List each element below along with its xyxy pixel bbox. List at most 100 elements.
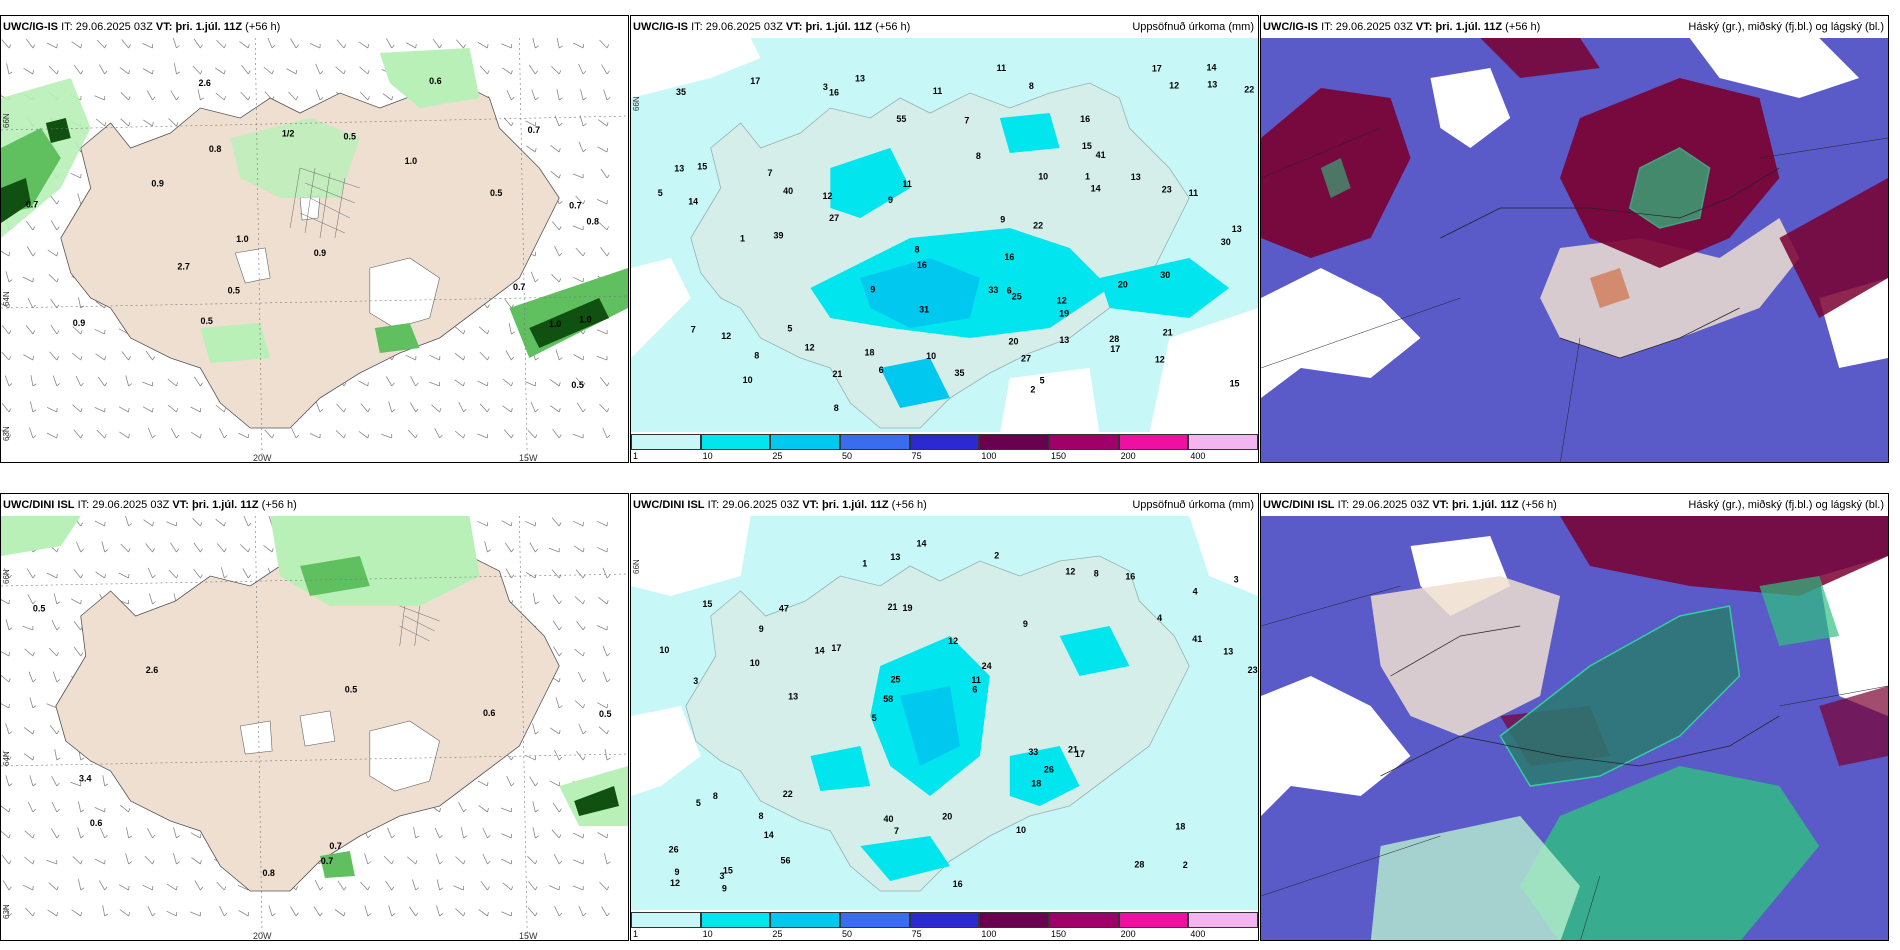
lat-label-64n: 64N bbox=[2, 751, 11, 766]
wind-barb bbox=[548, 547, 560, 553]
wind-barb bbox=[263, 66, 274, 75]
wind-barb bbox=[77, 827, 85, 839]
wind-barb bbox=[72, 856, 83, 865]
value-label: 14 bbox=[1091, 184, 1101, 194]
colorbar-tick: 200 bbox=[1120, 929, 1136, 939]
wind-barb bbox=[315, 89, 324, 101]
wind-barb bbox=[525, 754, 536, 761]
wind-barb bbox=[170, 542, 180, 553]
value-label: 13 bbox=[1059, 335, 1069, 345]
precip-bands bbox=[810, 626, 1130, 881]
value-label: 2 bbox=[1183, 860, 1188, 870]
hatch-region bbox=[399, 605, 440, 647]
wind-barb bbox=[551, 274, 562, 283]
wind-barb bbox=[126, 827, 133, 839]
value-label: 8 bbox=[976, 151, 981, 161]
value-label: 1/2 bbox=[282, 128, 294, 138]
wind-barb bbox=[600, 246, 610, 257]
value-label: 0.7 bbox=[321, 856, 333, 866]
value-label: 8 bbox=[914, 245, 919, 255]
value-label: 41 bbox=[1192, 634, 1202, 644]
wind-barb bbox=[76, 541, 84, 553]
wind-barb bbox=[52, 671, 61, 683]
value-label: 13 bbox=[890, 552, 900, 562]
value-label: 2 bbox=[994, 551, 999, 561]
value-label: 26 bbox=[669, 845, 679, 855]
wind-barb bbox=[23, 727, 35, 735]
wind-barb bbox=[550, 405, 561, 413]
wind-barb bbox=[502, 882, 514, 891]
lat-label-66n: 66N bbox=[632, 559, 641, 574]
colorbar-swatch bbox=[770, 912, 840, 928]
value-label: 14 bbox=[764, 830, 774, 840]
init-time: 29.06.2025 03Z bbox=[92, 499, 170, 511]
value-label: 8 bbox=[1094, 568, 1099, 578]
panel-header: UWC/IG-IS IT: 29.06.2025 03Z VT: þri. 1.… bbox=[631, 16, 1258, 38]
wind-barb bbox=[73, 569, 84, 579]
lead-time: (+56 h) bbox=[891, 499, 927, 511]
value-label: 33 bbox=[1028, 747, 1038, 757]
colorbar-tick: 400 bbox=[1190, 451, 1206, 461]
wind-barb bbox=[27, 801, 36, 813]
precip-accum-map: 2345915211281726141924171513233341584025… bbox=[631, 516, 1258, 912]
wind-barb bbox=[125, 853, 133, 865]
wind-barb bbox=[549, 780, 561, 787]
wind-barb bbox=[553, 854, 563, 865]
wind-barb bbox=[407, 429, 418, 439]
wind-barb bbox=[576, 751, 586, 761]
wind-barb bbox=[597, 520, 608, 527]
value-label: 16 bbox=[829, 87, 839, 97]
value-label: 55 bbox=[896, 114, 906, 124]
wind-barb bbox=[78, 879, 85, 891]
value-label: 0.7 bbox=[528, 125, 540, 135]
wind-barb bbox=[142, 884, 154, 891]
wind-barb bbox=[597, 546, 608, 553]
value-label: 1.0 bbox=[549, 319, 561, 329]
wind-barb bbox=[173, 827, 180, 839]
value-label: 0.5 bbox=[490, 188, 502, 198]
wind-barb bbox=[599, 881, 610, 891]
wind-barb bbox=[360, 403, 371, 413]
value-label: 2.6 bbox=[198, 78, 210, 88]
colorbar-tick: 150 bbox=[1051, 451, 1067, 461]
wind-barb bbox=[556, 89, 563, 101]
wind-barb bbox=[525, 120, 537, 127]
value-label: 5 bbox=[872, 713, 877, 723]
value-label: 11 bbox=[971, 675, 980, 685]
value-label: 8 bbox=[754, 350, 759, 360]
value-label: 3 bbox=[693, 676, 698, 686]
wind-barb bbox=[29, 775, 37, 787]
colorbar-swatch bbox=[700, 434, 771, 450]
value-label: 35 bbox=[954, 368, 964, 378]
colorbar-tick: 1 bbox=[633, 451, 639, 461]
wind-barb bbox=[144, 855, 155, 865]
glacier bbox=[239, 720, 273, 755]
wind-barb bbox=[477, 42, 489, 49]
value-label: 5 bbox=[696, 798, 701, 808]
value-label: 11 bbox=[997, 63, 1006, 73]
wind-barb bbox=[94, 328, 106, 335]
value-label: 0.5 bbox=[571, 380, 583, 390]
wind-barb bbox=[50, 220, 60, 231]
wind-barb bbox=[4, 905, 13, 917]
wind-barb bbox=[453, 885, 465, 891]
colorbar-swatch bbox=[840, 912, 910, 928]
wind-barb bbox=[27, 594, 36, 605]
wind-barb bbox=[359, 66, 370, 75]
wind-barb bbox=[3, 567, 12, 579]
wind-barb bbox=[335, 430, 346, 439]
wind-barb bbox=[48, 647, 59, 657]
colorbar-tick: 50 bbox=[842, 451, 853, 461]
lead-time: (+56 h) bbox=[261, 499, 297, 511]
wind-barb bbox=[193, 38, 203, 49]
wind-barb bbox=[2, 750, 12, 761]
colorbar-swatch bbox=[1049, 434, 1119, 450]
precip-areas bbox=[1, 48, 628, 363]
wind-barb bbox=[291, 427, 300, 439]
value-label: 0.6 bbox=[90, 818, 102, 828]
wind-barb bbox=[167, 404, 179, 413]
wind-barb bbox=[502, 405, 513, 413]
value-label: 8 bbox=[1029, 81, 1034, 91]
panel-header: UWC/DINI ISL IT: 29.06.2025 03Z VT: þri.… bbox=[631, 494, 1258, 516]
